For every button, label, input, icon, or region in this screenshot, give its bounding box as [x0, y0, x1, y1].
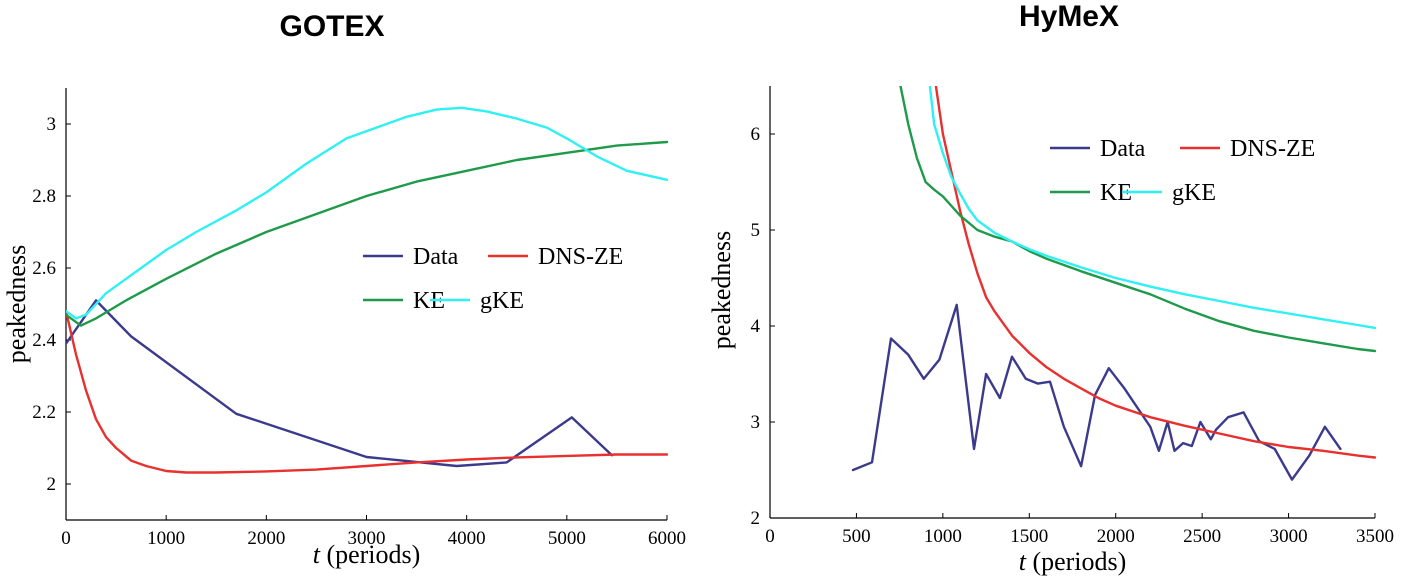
x-tick-label: 3000 [1270, 526, 1308, 547]
x-tick-label: 500 [842, 526, 871, 547]
chart-gotex: 0 1000 2000 3000 4000 5000 6000 2 2.2 2.4 2.6 2.8 3 t… [2, 88, 686, 569]
series-line-ke [66, 140, 669, 327]
x-tick-label: 2500 [1183, 526, 1221, 547]
y-tick-label: 4 [751, 316, 761, 337]
series-line-ke [899, 86, 1377, 353]
series-line-data [851, 303, 1342, 481]
x-tick-label: 6000 [648, 528, 686, 549]
legend-label: Data [1100, 136, 1146, 162]
x-tick-label: 0 [765, 526, 775, 547]
legend-label: DNS-ZE [1230, 136, 1315, 162]
x-tick-label: 1000 [924, 526, 962, 547]
chart-hymex: 0 500 1000 1500 2000 2500 3000 3500 2 3 4 5 6 t (peri… [707, 86, 1394, 576]
y-tick-label: 3 [47, 114, 57, 135]
x-tick-label: 0 [61, 528, 71, 549]
chart-title-gotex: GOTEX [279, 10, 385, 43]
x-axis-label: t (periods) [313, 540, 421, 569]
legend-label: Data [413, 244, 459, 270]
series-line-gke [928, 86, 1377, 330]
y-tick-label: 2.4 [32, 330, 56, 351]
x-tick-label: 2000 [1097, 526, 1135, 547]
y-axis-label: peakedness [2, 245, 31, 363]
x-axis-label: t (periods) [1019, 547, 1127, 576]
y-tick-label: 2 [751, 508, 761, 529]
y-tick-label: 2 [47, 474, 57, 495]
y-tick-label: 6 [751, 124, 761, 145]
legend-label: DNS-ZE [538, 244, 623, 270]
series-line-dns-ze [934, 86, 1377, 459]
x-tick-label: 1500 [1010, 526, 1048, 547]
y-tick-label: 5 [751, 220, 761, 241]
y-tick-label: 2.2 [32, 402, 56, 423]
series-line-gke [66, 106, 669, 320]
x-tick-label: 5000 [548, 528, 586, 549]
y-tick-label: 3 [751, 412, 761, 433]
series-line-dns-ze [66, 310, 669, 474]
series-line-data [66, 299, 614, 468]
x-tick-label: 2000 [247, 528, 285, 549]
x-tick-label: 3500 [1356, 526, 1394, 547]
legend-label: gKE [480, 288, 524, 314]
y-tick-label: 2.8 [32, 186, 56, 207]
x-tick-label: 4000 [448, 528, 486, 549]
chart-title-hymex: HyMeX [1018, 0, 1120, 33]
y-axis-label: peakedness [707, 231, 736, 349]
legend-label: gKE [1172, 180, 1216, 206]
x-tick-label: 1000 [147, 528, 185, 549]
x-tick-label: 3000 [348, 528, 386, 549]
y-tick-label: 2.6 [32, 258, 56, 279]
